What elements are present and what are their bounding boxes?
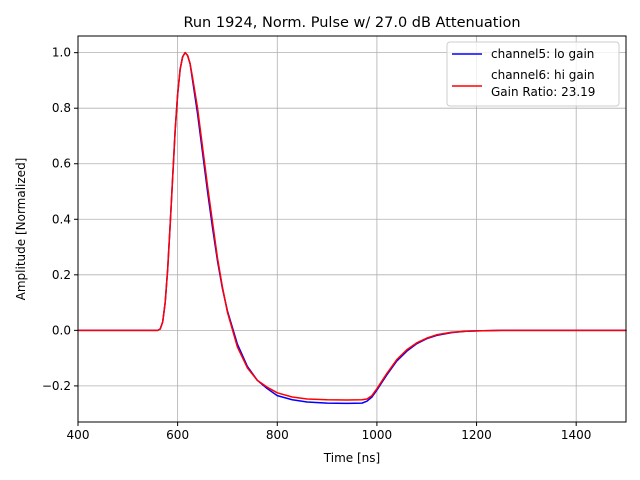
legend-label-gain-ratio: Gain Ratio: 23.19 [491, 85, 595, 99]
y-tick-label: 0.8 [52, 101, 71, 115]
chart-title: Run 1924, Norm. Pulse w/ 27.0 dB Attenua… [183, 15, 520, 31]
series-line-channel6 [77, 51, 627, 401]
legend-box [446, 41, 620, 107]
grid [77, 36, 626, 422]
x-tick-label: 800 [266, 428, 289, 442]
y-tick-label: 1.0 [52, 46, 71, 60]
plot-frame [77, 35, 627, 423]
y-tick-label: 0.0 [52, 323, 71, 337]
x-tick-label: 400 [67, 428, 90, 442]
series-layer [77, 51, 627, 405]
y-tick-label: −0.2 [42, 379, 71, 393]
legend: channel5: lo gain channel6: hi gain Gain… [446, 41, 620, 107]
x-tick-label: 1400 [561, 428, 592, 442]
x-axis-label: Time [ns] [323, 451, 380, 465]
y-axis-label: Amplitude [Normalized] [14, 158, 28, 301]
axis-ticks: 400 600 800 1000 1200 1400 −0.2 0.0 0.2 0.4 0.6 0.8… [42, 46, 592, 442]
x-tick-label: 600 [166, 428, 189, 442]
x-tick-label: 1200 [461, 428, 492, 442]
legend-label-channel6: channel6: hi gain [491, 68, 595, 82]
legend-label-channel5: channel5: lo gain [491, 47, 594, 61]
y-tick-label: 0.4 [52, 212, 71, 226]
y-tick-label: 0.6 [52, 157, 71, 171]
y-tick-label: 0.2 [52, 268, 71, 282]
x-tick-label: 1000 [362, 428, 393, 442]
